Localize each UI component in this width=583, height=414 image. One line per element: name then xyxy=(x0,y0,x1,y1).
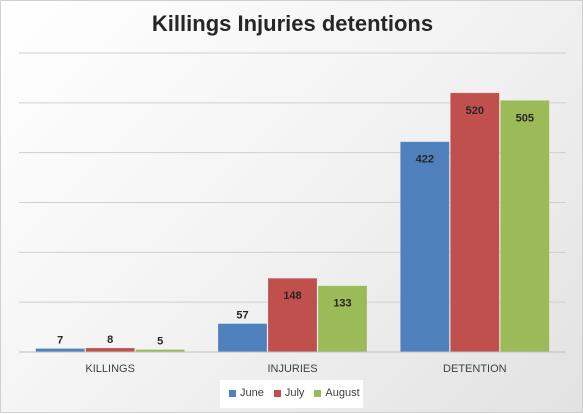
legend-swatch xyxy=(314,389,322,397)
legend-label: June xyxy=(240,387,264,399)
legend-item: June xyxy=(229,387,264,399)
data-label: 148 xyxy=(283,290,301,302)
bar xyxy=(317,285,368,353)
bar xyxy=(450,92,500,353)
data-label: 8 xyxy=(107,334,113,346)
bar xyxy=(35,348,85,353)
legend-label: August xyxy=(325,387,360,399)
x-tick-label: INJURIES xyxy=(267,363,317,375)
data-label: 133 xyxy=(333,298,351,310)
data-label: 422 xyxy=(416,154,434,166)
data-label: 5 xyxy=(157,336,163,348)
bar xyxy=(217,323,268,353)
legend-item: August xyxy=(314,387,360,399)
legend: June July August xyxy=(229,387,360,399)
bar xyxy=(400,141,450,353)
data-label: 505 xyxy=(516,112,534,124)
legend-item: July xyxy=(273,387,305,399)
x-tick-label: KILLINGS xyxy=(85,363,135,375)
data-label: 57 xyxy=(236,310,248,322)
data-label: 520 xyxy=(466,105,484,117)
legend-label: July xyxy=(284,387,305,399)
data-label: 7 xyxy=(57,335,63,347)
legend-background xyxy=(220,380,363,408)
bar xyxy=(85,347,135,353)
chart-title: Killings Injuries detentions xyxy=(151,11,434,36)
bar xyxy=(500,100,550,353)
bar xyxy=(267,277,318,353)
legend-swatch xyxy=(273,389,281,397)
x-tick-label: DETENTION xyxy=(443,363,507,375)
legend-swatch xyxy=(229,389,236,397)
